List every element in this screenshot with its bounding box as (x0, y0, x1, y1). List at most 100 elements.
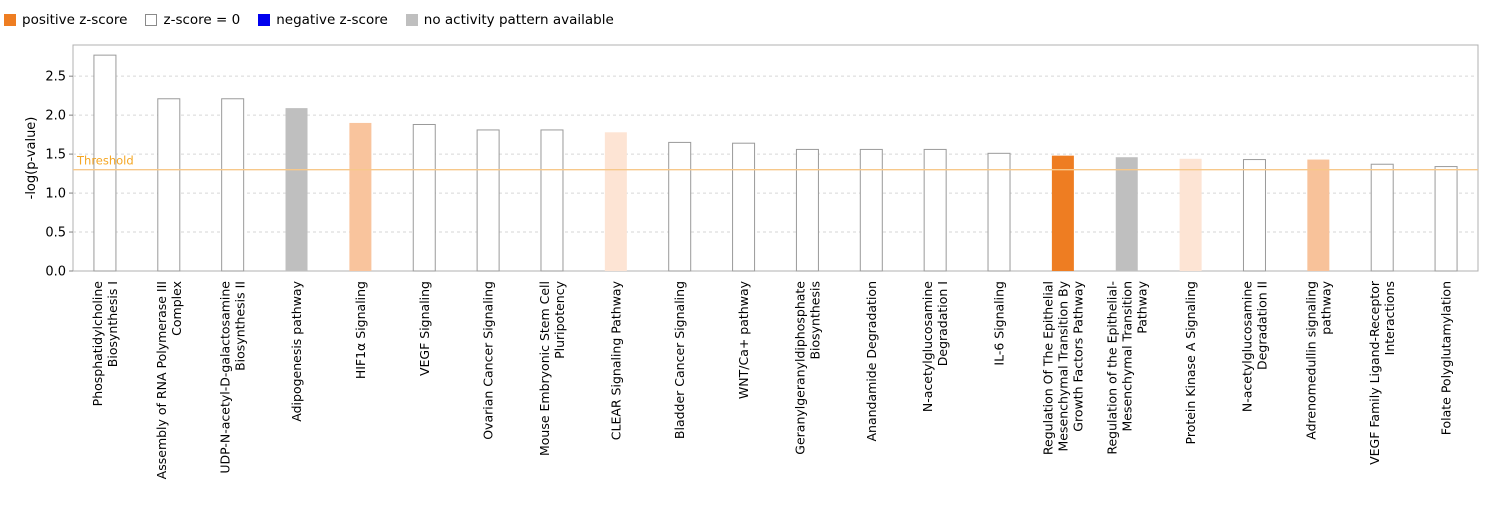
x-tick-label-line: Assembly of RNA Polymerase III (154, 281, 169, 479)
bar (221, 98, 245, 272)
bar (923, 148, 947, 272)
legend-label: positive z-score (22, 12, 128, 28)
x-tick-label-line: N-acetylglucosamine (1239, 281, 1254, 412)
legend-swatch (4, 14, 16, 26)
x-tick-label: Mouse Embryonic Stem CellPluripotency (537, 280, 567, 456)
bar (476, 129, 500, 272)
bar (1115, 157, 1138, 271)
legend-item: no activity pattern available (405, 12, 614, 28)
x-tick-label: Regulation Of The EpithelialMesenchymal … (1040, 280, 1085, 455)
bar (604, 132, 627, 271)
x-tick-label-line: Bladder Cancer Signaling (672, 281, 687, 439)
x-tick-label-line: Mesenchymal Transition By (1055, 280, 1070, 451)
y-tick-label: 2.5 (45, 70, 66, 85)
legend-label: negative z-score (276, 12, 388, 28)
x-tick-label-line: Interactions (1382, 281, 1397, 355)
x-tick-label: Assembly of RNA Polymerase IIIComplex (154, 281, 184, 479)
legend-label: no activity pattern available (423, 12, 614, 28)
x-tick-label-line: VEGF Signaling (417, 281, 432, 376)
legend-swatch (145, 14, 158, 26)
x-tick-label-line: WNT/Ca+ pathway (736, 280, 751, 399)
x-tick-label-line: Adrenomedullin signaling (1303, 281, 1318, 440)
x-tick-label: UDP-N-acetyl-D-galactosamineBiosynthesis… (218, 281, 248, 474)
y-tick-label: 0.0 (45, 265, 66, 280)
x-tick-label-line: Degradation II (1254, 281, 1269, 370)
x-tick-label-line: UDP-N-acetyl-D-galactosamine (218, 281, 233, 474)
legend-swatch (258, 14, 271, 26)
x-tick-label-line: Ovarian Cancer Signaling (481, 281, 496, 440)
plot-frame (72, 44, 1479, 272)
bar (285, 108, 308, 271)
threshold-label: Threshold (76, 154, 134, 168)
x-tick-label-line: Complex (169, 281, 184, 336)
x-tick-label-line: Mesenchymal Transition (1119, 281, 1134, 432)
x-tick-label: Folate Polyglutamylation (1439, 281, 1454, 435)
y-axis-label: -log(p-value) (24, 117, 39, 200)
x-tick-label-line: Protein Kinase A Signaling (1183, 281, 1198, 444)
x-tick-label-line: Growth Factors Pathway (1070, 280, 1085, 431)
x-tick-label: Adrenomedullin signalingpathway (1303, 280, 1333, 439)
x-tick-label-line: Regulation of the Epithelial- (1104, 281, 1119, 455)
legend-swatch (405, 14, 418, 26)
bar (859, 148, 883, 272)
legend: positive z-score z-score = 0 negative z-sc… (4, 9, 632, 31)
bar (732, 142, 756, 272)
bar (540, 129, 564, 272)
x-tick-label-line: CLEAR Signaling Pathway (608, 280, 623, 440)
x-tick-label-line: Pathway (1134, 280, 1149, 333)
x-tick-label-line: Biosynthesis II (233, 281, 248, 371)
x-tick-label: WNT/Ca+ pathway (736, 280, 751, 399)
x-tick-label: N-acetylglucosamineDegradation II (1239, 281, 1269, 412)
bar (157, 98, 181, 272)
legend-item: z-score = 0 (145, 12, 240, 28)
x-tick-label: Anandamide Degradation (864, 281, 879, 442)
x-tick-label: Ovarian Cancer Signaling (481, 281, 496, 440)
y-tick-label: 2.0 (45, 109, 66, 124)
x-tick-label-line: Anandamide Degradation (864, 281, 879, 442)
legend-item: positive z-score (4, 12, 127, 28)
x-tick-label-line: Folate Polyglutamylation (1439, 281, 1454, 435)
x-tick-label: PhosphatidylcholineBiosynthesis I (90, 281, 120, 407)
x-tick-label: Protein Kinase A Signaling (1183, 281, 1198, 444)
x-tick-label-line: Pluripotency (552, 280, 567, 359)
bar (1434, 166, 1458, 272)
bar (93, 54, 117, 272)
bar (1051, 155, 1074, 271)
bar (1179, 158, 1202, 271)
bar (412, 123, 436, 272)
y-tick-label: 1.5 (45, 148, 66, 163)
x-tick-label-line: pathway (1318, 280, 1333, 334)
legend-label: z-score = 0 (163, 12, 241, 28)
bar (1370, 163, 1394, 272)
x-tick-label-line: HIF1α Signaling (353, 281, 368, 379)
x-tick-label-line: Adipogenesis pathway (289, 280, 304, 421)
x-tick-label: VEGF Family Ligand-ReceptorInteractions (1367, 280, 1397, 465)
x-tick-label: VEGF Signaling (417, 281, 432, 376)
x-tick-label: N-acetylglucosamineDegradation I (920, 281, 950, 412)
x-tick-label: GeranylgeranyldiphosphateBiosynthesis (792, 281, 822, 455)
x-tick-label: Regulation of the Epithelial-Mesenchymal… (1104, 280, 1149, 454)
bar (349, 122, 372, 272)
x-tick-label-line: Biosynthesis (807, 281, 822, 360)
y-tick-label: 0.5 (45, 226, 66, 241)
x-tick-label-line: IL-6 Signaling (992, 281, 1007, 366)
x-tick-label-line: Geranylgeranyldiphosphate (792, 281, 807, 455)
x-tick-label-line: Regulation Of The Epithelial (1040, 281, 1055, 455)
x-tick-label: CLEAR Signaling Pathway (608, 280, 623, 440)
x-tick-label-line: Mouse Embryonic Stem Cell (537, 281, 552, 456)
x-tick-label-line: Biosynthesis I (105, 281, 120, 367)
x-tick-label-line: Phosphatidylcholine (90, 281, 105, 407)
x-tick-label-line: N-acetylglucosamine (920, 281, 935, 412)
bar (795, 148, 819, 272)
bar (668, 141, 692, 272)
x-tick-label: IL-6 Signaling (992, 281, 1007, 366)
x-tick-label: Adipogenesis pathway (289, 280, 304, 421)
x-tick-label-line: Degradation I (935, 281, 950, 366)
bar (1307, 159, 1330, 271)
x-tick-label: Bladder Cancer Signaling (672, 281, 687, 439)
bar (987, 152, 1011, 272)
bar (1242, 159, 1266, 272)
x-tick-label-line: VEGF Family Ligand-Receptor (1367, 280, 1382, 465)
y-tick-label: 1.0 (45, 187, 66, 202)
